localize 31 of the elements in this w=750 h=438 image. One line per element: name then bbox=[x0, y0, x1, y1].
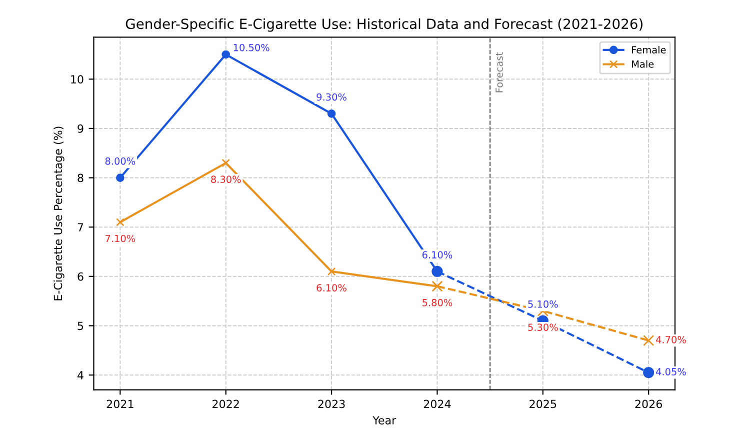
y-tick-label: 8 bbox=[78, 174, 84, 182]
chart-title: Gender-Specific E-Cigarette Use: Historical Data and Forecast (2021-2026) bbox=[126, 18, 642, 32]
x-axis-title: Year bbox=[372, 416, 396, 424]
y-tick-label: 7 bbox=[78, 223, 84, 232]
y-tick-label: 6 bbox=[78, 272, 84, 281]
data-label: 5.30% bbox=[528, 324, 558, 331]
data-label: 5.80% bbox=[422, 298, 452, 306]
y-axis-title: E-Cigarette Use Percentage (%) bbox=[54, 126, 64, 300]
data-label: 4.70% bbox=[656, 336, 686, 344]
legend-label: Male bbox=[632, 60, 654, 68]
data-label: 7.10% bbox=[106, 234, 136, 242]
y-tick-label: 5 bbox=[78, 322, 84, 330]
y-tick-label: 10 bbox=[71, 75, 84, 84]
data-label: 8.00% bbox=[105, 157, 136, 165]
x-tick-label: 2026 bbox=[635, 400, 662, 408]
data-label: 9.30% bbox=[316, 93, 346, 101]
data-label: 10.50% bbox=[234, 44, 270, 52]
data-label: 4.05% bbox=[656, 368, 686, 376]
x-tick-label: 2025 bbox=[530, 400, 556, 408]
data-label: 8.30% bbox=[211, 176, 241, 184]
data-label: 6.10% bbox=[316, 284, 346, 292]
x-tick-label: 2022 bbox=[212, 400, 239, 408]
x-tick-label: 2021 bbox=[106, 400, 134, 408]
y-tick-label: 9 bbox=[78, 124, 84, 133]
ref-line-label: Forecast bbox=[496, 52, 503, 92]
legend-label: Female bbox=[632, 46, 666, 54]
data-label: 5.10% bbox=[528, 300, 558, 308]
x-tick-label: 2023 bbox=[318, 400, 345, 408]
data-label: 6.10% bbox=[422, 251, 452, 258]
x-tick-label: 2024 bbox=[424, 400, 451, 408]
y-tick-label: 4 bbox=[78, 371, 84, 380]
